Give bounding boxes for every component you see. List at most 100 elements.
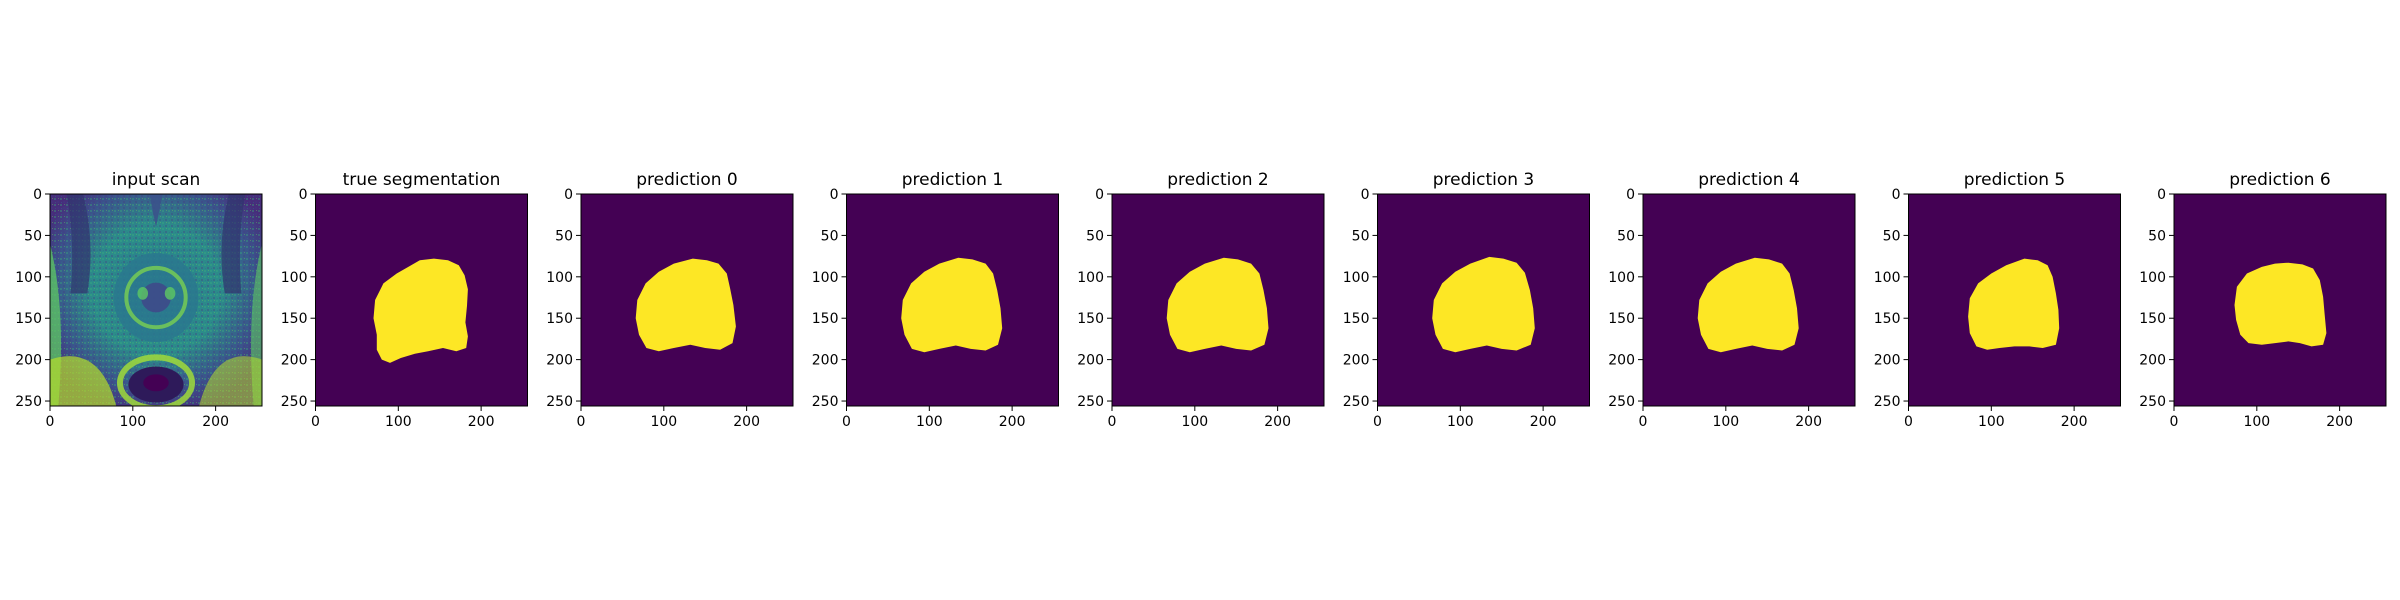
- y-tick-label: 150: [812, 311, 839, 327]
- x-tick-label: 200: [999, 414, 1026, 430]
- y-tick-label: 50: [1086, 228, 1104, 244]
- y-tick-label: 0: [1626, 187, 1635, 203]
- mask-image: [1112, 194, 1324, 406]
- panel-title: input scan: [112, 170, 201, 190]
- y-tick-label: 50: [821, 228, 839, 244]
- segmentation-region: [2234, 262, 2327, 347]
- y-tick-label: 100: [2139, 270, 2166, 286]
- axes-frame: [315, 193, 528, 407]
- y-tick-label: 250: [281, 394, 308, 410]
- x-tick-label: 0: [1108, 414, 1117, 430]
- panel-title: prediction 1: [902, 170, 1004, 190]
- y-tick-label: 0: [564, 187, 573, 203]
- x-tick-label: 100: [1181, 414, 1208, 430]
- x-tick-label: 200: [1530, 414, 1557, 430]
- y-tick-label: 100: [281, 270, 308, 286]
- x-tick-label: 100: [650, 414, 677, 430]
- axes-frame: [2173, 193, 2387, 407]
- mri-rectum-wall: [116, 354, 196, 406]
- y-tick-label: 100: [546, 270, 573, 286]
- x-tick-label: 100: [916, 414, 943, 430]
- x-tick-label: 100: [1712, 414, 1739, 430]
- panel-1: true segmentation 0 100 200 0 50 100 150 200 250: [281, 170, 528, 430]
- y-tick-label: 50: [2148, 228, 2166, 244]
- x-tick-label: 200: [2061, 414, 2088, 430]
- panel-5: prediction 3 0 100 200 0 50 100 150 200 250: [1343, 170, 1590, 430]
- axes-frame: [1377, 193, 1590, 407]
- y-tick-label: 200: [812, 353, 839, 369]
- x-tick-label: 0: [311, 414, 320, 430]
- y-tick-label: 0: [1361, 187, 1370, 203]
- y-tick-label: 200: [281, 353, 308, 369]
- x-tick-label: 0: [1639, 414, 1648, 430]
- y-tick-label: 150: [1874, 311, 1901, 327]
- y-tick-label: 250: [1077, 394, 1104, 410]
- y-tick-label: 100: [1343, 270, 1370, 286]
- panel-3: prediction 1 0 100 200 0 50 100 150 200 250: [812, 170, 1059, 430]
- panel-7: prediction 5 0 100 200 0 50 100 150 200 250: [1874, 170, 2121, 430]
- axes-frame: [1111, 193, 1325, 407]
- y-tick-label: 250: [1608, 394, 1635, 410]
- x-tick-label: 0: [577, 414, 586, 430]
- y-tick-label: 150: [1608, 311, 1635, 327]
- y-tick-label: 200: [1874, 353, 1901, 369]
- mri-bright-region-left: [50, 356, 117, 406]
- x-tick-label: 200: [2326, 414, 2353, 430]
- y-tick-label: 200: [1343, 353, 1370, 369]
- mri-top-notch: [149, 194, 163, 228]
- x-tick-label: 200: [202, 414, 229, 430]
- panel-title: prediction 5: [1964, 170, 2066, 190]
- y-tick-label: 150: [281, 311, 308, 327]
- x-tick-label: 200: [1795, 414, 1822, 430]
- mask-image: [581, 194, 793, 406]
- mri-gland-spot: [164, 287, 176, 300]
- mri-dark-band-right: [221, 194, 246, 294]
- y-tick-label: 100: [1077, 270, 1104, 286]
- y-tick-label: 150: [2139, 311, 2166, 327]
- y-tick-label: 150: [1343, 311, 1370, 327]
- mri-gland-core: [141, 282, 171, 313]
- y-tick-label: 250: [2139, 394, 2166, 410]
- x-tick-label: 200: [468, 414, 495, 430]
- mask-image: [1643, 194, 1855, 406]
- x-tick-label: 100: [1978, 414, 2005, 430]
- y-tick-label: 150: [15, 311, 42, 327]
- y-tick-label: 250: [546, 394, 573, 410]
- mask-image: [1377, 194, 1590, 406]
- segmentation-region: [1166, 257, 1269, 353]
- x-tick-label: 100: [119, 414, 146, 430]
- panel-title: prediction 3: [1433, 170, 1535, 190]
- y-tick-label: 250: [1343, 394, 1370, 410]
- panel-8: prediction 6 0 100 200 0 50 100 150 200 250: [2139, 170, 2387, 430]
- x-tick-label: 0: [842, 414, 851, 430]
- axes-frame: [846, 193, 1059, 407]
- x-tick-label: 0: [46, 414, 55, 430]
- segmentation-region: [1432, 256, 1535, 353]
- y-tick-label: 50: [24, 228, 42, 244]
- y-tick-label: 250: [1874, 394, 1901, 410]
- y-tick-label: 50: [290, 228, 308, 244]
- y-tick-label: 200: [15, 353, 42, 369]
- x-tick-label: 0: [1904, 414, 1913, 430]
- y-tick-label: 200: [1077, 353, 1104, 369]
- x-tick-label: 100: [2243, 414, 2270, 430]
- segmentation-region: [1697, 257, 1799, 353]
- y-tick-label: 100: [1608, 270, 1635, 286]
- x-tick-label: 0: [1373, 414, 1382, 430]
- mri-rectum-center: [143, 374, 169, 392]
- y-tick-label: 0: [830, 187, 839, 203]
- y-tick-label: 0: [2157, 187, 2166, 203]
- axes-frame: [1908, 193, 2121, 407]
- segmentation-region: [373, 258, 468, 363]
- mri-image: [50, 194, 262, 406]
- axes-frame: [580, 193, 794, 407]
- mask-image: [846, 194, 1059, 406]
- panel-title: prediction 2: [1167, 170, 1269, 190]
- panel-6: prediction 4 0 100 200 0 50 100 150 200 250: [1608, 170, 1856, 430]
- panel-title: prediction 4: [1698, 170, 1800, 190]
- x-tick-label: 0: [2170, 414, 2179, 430]
- y-tick-label: 50: [1617, 228, 1635, 244]
- mri-gland-ring: [124, 265, 188, 330]
- x-tick-label: 100: [385, 414, 412, 430]
